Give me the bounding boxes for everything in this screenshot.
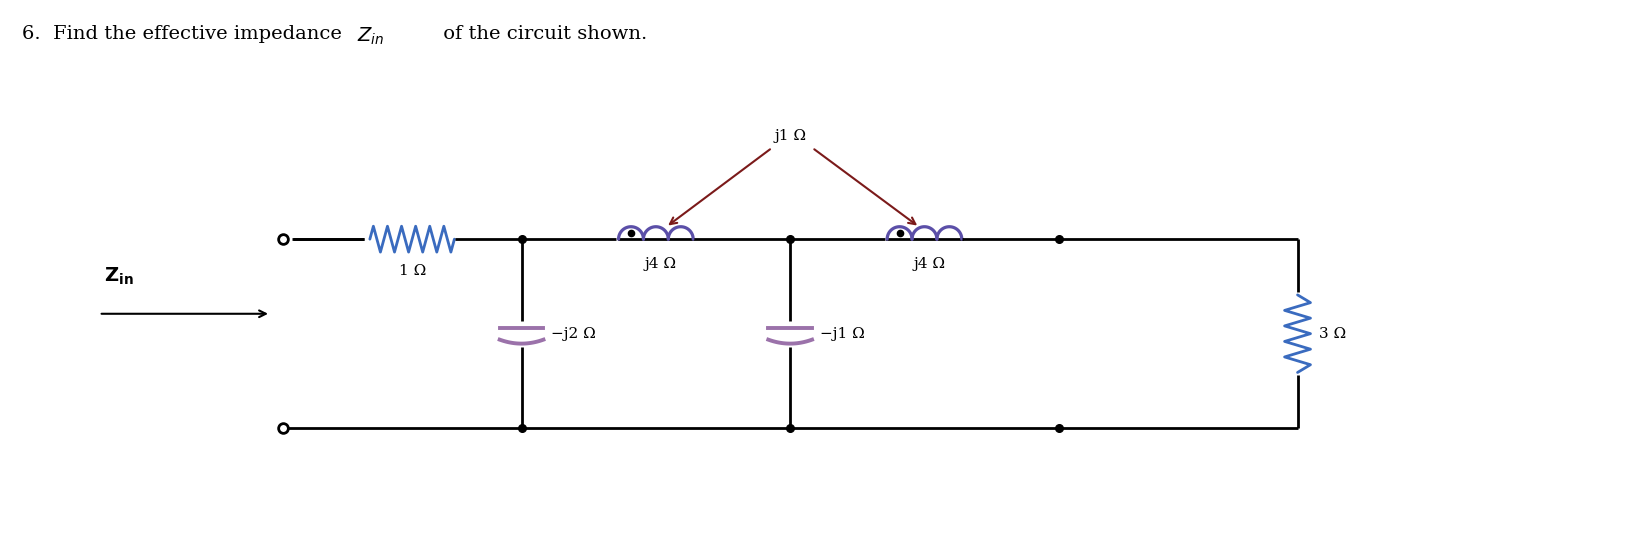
Text: of the circuit shown.: of the circuit shown. — [436, 25, 647, 43]
Text: 3 Ω: 3 Ω — [1320, 327, 1346, 341]
Text: 6.  Find the effective impedance: 6. Find the effective impedance — [21, 25, 349, 43]
Text: 1 Ω: 1 Ω — [398, 264, 426, 278]
Text: j1 Ω: j1 Ω — [774, 129, 807, 143]
Text: $Z_{in}$: $Z_{in}$ — [357, 25, 385, 46]
Text: −j1 Ω: −j1 Ω — [820, 327, 864, 341]
Text: $\mathbf{Z}_{\mathbf{in}}$: $\mathbf{Z}_{\mathbf{in}}$ — [104, 266, 133, 287]
Text: j4 Ω: j4 Ω — [914, 257, 945, 271]
Text: −j2 Ω: −j2 Ω — [551, 327, 596, 341]
Text: j4 Ω: j4 Ω — [645, 257, 677, 271]
